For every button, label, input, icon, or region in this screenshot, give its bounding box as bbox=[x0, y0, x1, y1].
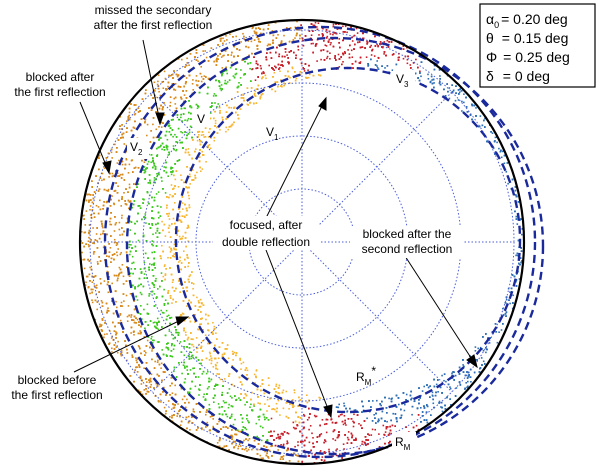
arrowhead bbox=[102, 160, 112, 175]
arrow-blocked-after-first bbox=[79, 101, 109, 171]
v3-label: V3 bbox=[396, 72, 409, 89]
v-label-bg bbox=[193, 109, 210, 127]
arrow-blocked-before bbox=[73, 317, 186, 373]
rm-star-label: RM* bbox=[356, 364, 376, 387]
arrow-blocked-after-second bbox=[404, 255, 476, 365]
missed-secondary-region bbox=[128, 58, 270, 443]
focused-edge-region bbox=[159, 66, 322, 424]
arrowhead bbox=[318, 96, 327, 111]
v1-label: V1 bbox=[266, 125, 279, 142]
arrow-focused-1 bbox=[261, 99, 326, 227]
dashed-circle-inner bbox=[174, 66, 522, 414]
arrowhead bbox=[466, 354, 478, 369]
arrowhead bbox=[155, 112, 165, 126]
arrowhead bbox=[175, 316, 190, 326]
blocked-after-second-label-bg bbox=[350, 226, 464, 258]
legend-theta: θ = 0.15 deg bbox=[486, 30, 568, 46]
primary-mirror-outline bbox=[78, 18, 526, 466]
missed-secondary-label-line1: missed the secondary bbox=[95, 3, 212, 17]
focused-label-line2: double reflection bbox=[222, 235, 310, 249]
vertex-labels: V V1 V2 V3 RM* RM bbox=[127, 70, 416, 454]
rm-label-bg bbox=[392, 432, 416, 454]
v2-label-bg bbox=[127, 138, 149, 159]
grid-spoke bbox=[151, 91, 453, 393]
blocked-after-second-label-line1: blocked after the bbox=[363, 227, 452, 241]
legend-box bbox=[479, 3, 596, 88]
parameter-legend: α0 = 0.20 deg θ = 0.15 deg Φ = 0.25 deg δ = … bbox=[479, 3, 596, 88]
focused-label-line1: focused, after bbox=[230, 218, 303, 232]
v-label: V bbox=[197, 112, 205, 126]
blocked-before-label-line2: the first reflection bbox=[11, 388, 102, 402]
arrow-missed-secondary bbox=[142, 39, 161, 123]
v2-label: V2 bbox=[130, 140, 143, 157]
blocked-after-first-label-line1: blocked after bbox=[26, 70, 95, 84]
missed-secondary-label-line2: after the first reflection bbox=[94, 18, 213, 32]
legend-delta: δ = 0 deg bbox=[486, 68, 550, 84]
annotation-arrows bbox=[73, 39, 478, 419]
grid-spoke bbox=[151, 91, 453, 393]
dashed-circle-outer bbox=[103, 25, 537, 459]
focused-label-bg bbox=[213, 216, 319, 250]
blocked-after-second-label-line2: second reflection bbox=[362, 242, 453, 256]
blocked-after-first-reflection-region bbox=[251, 21, 421, 464]
legend-phi: Φ = 0.25 deg bbox=[486, 49, 570, 65]
blocked-after-first-label-line2: the first reflection bbox=[14, 85, 105, 99]
rm-label: RM bbox=[395, 435, 411, 452]
legend-alpha: α0 = 0.20 deg bbox=[486, 11, 568, 30]
arrowhead bbox=[323, 404, 333, 419]
dashed-circles bbox=[103, 25, 545, 459]
blocked-before-label-line1: blocked before bbox=[18, 373, 97, 387]
annotation-texts: missed the secondary after the first ref… bbox=[11, 3, 464, 402]
arrow-focused-2 bbox=[265, 249, 331, 415]
dashed-circle-middle bbox=[125, 36, 545, 456]
v3-label-bg bbox=[393, 70, 415, 91]
